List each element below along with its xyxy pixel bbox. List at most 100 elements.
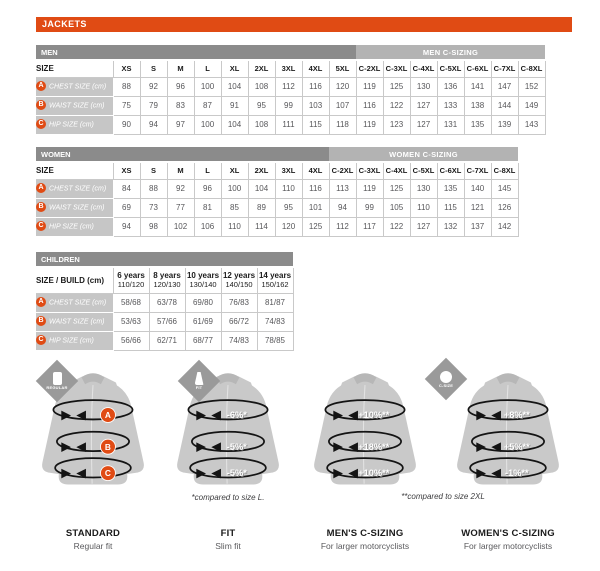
measure-arrows-icon: [61, 468, 86, 479]
size-value-cell: 81/87: [256, 292, 294, 313]
measure-point-letter: C: [105, 468, 111, 478]
size-value-cell: 66/72: [220, 311, 258, 332]
page-title: JACKETS: [42, 19, 87, 29]
size-value-cell: 137: [463, 216, 492, 237]
measure-point-letter: B: [105, 442, 111, 452]
size-value-cell: 136: [436, 76, 465, 97]
size-value-cell: 139: [490, 114, 519, 135]
measure-row-label: C HIP SIZE (cm): [36, 216, 114, 237]
size-value-cell: 61/69: [184, 311, 222, 332]
measurement-row: B WAIST SIZE (cm) 53/63 57/66 61/69 66/72 74/8…: [36, 311, 294, 332]
size-column-label: SIZE: [36, 59, 114, 78]
measure-arrows-icon: [61, 410, 86, 421]
measure-row-label: A CHEST SIZE (cm): [36, 178, 114, 199]
size-value-cell: 110: [274, 178, 303, 199]
size-value-cell: 127: [409, 114, 438, 135]
size-value-cell: 81: [193, 197, 222, 218]
size-value-cell: 135: [436, 178, 465, 199]
age-build-header: 12 years 140/150: [220, 266, 258, 294]
measure-point-badge: [100, 438, 116, 455]
size-value-cell: 100: [220, 178, 249, 199]
men-c-sizing-header: MEN C-SIZING: [356, 45, 545, 61]
size-value-cell: 105: [382, 197, 411, 218]
slim-jacket-icon: [195, 372, 204, 385]
figure-subtitle: Slim fit: [215, 541, 241, 551]
point-a-badge: A: [36, 183, 46, 194]
size-value-cell: 76/83: [220, 292, 258, 313]
jacket-silhouette-standard: A B C: [41, 373, 145, 485]
age-build-header: 8 years 120/130: [148, 266, 186, 294]
measure-arrows-icon: [196, 442, 221, 452]
measure-delta-label: -6%*: [227, 410, 247, 420]
size-header-xs: XS: [112, 59, 141, 78]
measure-ellipse: [469, 457, 547, 479]
measure-delta-shadow: +5%**: [505, 443, 531, 453]
regular-fit-badge: REGULAR: [35, 359, 79, 403]
measure-ellipse: [324, 399, 406, 421]
jacket-torso: [193, 376, 263, 485]
badge-label: REGULAR: [46, 385, 68, 390]
measure-ellipse: [56, 430, 130, 452]
jacket-torso: [473, 376, 543, 485]
point-b-badge: B: [36, 316, 46, 327]
jacket-silhouette-mens-c-sizing: +10%**+10%**+18%**+18%**+10%**+10%**: [313, 373, 417, 485]
measure-row-label: B WAIST SIZE (cm): [36, 95, 114, 116]
measure-row-label: B WAIST SIZE (cm): [36, 197, 114, 218]
size-value-cell: 135: [463, 114, 492, 135]
size-value-cell: 88: [112, 76, 141, 97]
measure-row-label-text: HIP SIZE (cm): [49, 120, 94, 128]
size-value-cell: 118: [328, 114, 357, 135]
size-value-cell: 100: [193, 76, 222, 97]
size-value-cell: 103: [301, 95, 330, 116]
measure-row-label-text: CHEST SIZE (cm): [49, 82, 107, 90]
measure-row-label-text: WAIST SIZE (cm): [49, 317, 105, 325]
size-value-cell: 78/85: [256, 330, 294, 351]
measure-ellipse: [326, 457, 404, 479]
jacket-diagram-standard: A B C: [23, 364, 163, 496]
size-value-cell: 96: [166, 76, 195, 97]
figure-title: STANDARD: [65, 528, 121, 539]
size-header-c-8xl: C-8XL: [517, 59, 546, 78]
measure-delta-label: -1%**: [505, 468, 529, 478]
children-size-table: CHILDREN SIZE / BUILD (cm) 6 years 110/120 8…: [36, 252, 294, 351]
women-group-header: WOMEN: [36, 147, 329, 163]
regular-jacket-icon: [52, 372, 62, 385]
size-value-cell: 132: [436, 216, 465, 237]
measure-arrows-icon: [476, 410, 501, 421]
jacket-silhouette-womens-c-sizing: +8%**+8%**+5%**+5%**-1%**-1%**: [456, 373, 560, 485]
measure-arrows-icon: [333, 442, 358, 452]
size-value-cell: 53/63: [112, 311, 150, 332]
size-header-c-6xl: C-6XL: [463, 59, 492, 78]
size-value-cell: 120: [274, 216, 303, 237]
badge-label: C-SIZE: [438, 382, 454, 388]
build-label: 150/162: [261, 279, 289, 289]
size-header-c-7xl: C-7XL: [490, 59, 519, 78]
measure-delta-shadow: +10%**: [359, 469, 390, 479]
size-value-cell: 74/83: [220, 330, 258, 351]
group-header-row: WOMEN WOMEN C-SIZING: [36, 147, 518, 163]
size-value-cell: 102: [166, 216, 195, 237]
size-header-row: SIZE XS S M L XL 2XL 3XL 4XL C-2XL C-3XL C-4XL C-5XL…: [36, 161, 519, 180]
jackets-header-bar: JACKETS: [36, 17, 572, 32]
measurement-row: B WAIST SIZE (cm) 69 73 77 81 85 89 95 101 94 99 105…: [36, 197, 519, 218]
size-header-xl: XL: [220, 59, 249, 78]
size-column-label: SIZE: [36, 161, 114, 180]
jacket-silhouette-fit: -6%*-6%*-5%*-5%*-5%*-5%*: [176, 373, 280, 485]
measure-arrows-icon: [61, 442, 86, 452]
size-header-2xl: 2XL: [247, 161, 276, 180]
slim-fit-badge: FIT: [177, 359, 221, 403]
point-c-badge: C: [36, 119, 46, 130]
men-group-header: MEN: [36, 45, 356, 61]
build-label: 130/140: [189, 279, 217, 289]
size-column-label: SIZE / BUILD (cm): [36, 266, 114, 294]
size-value-cell: 99: [274, 95, 303, 116]
size-value-cell: 138: [463, 95, 492, 116]
size-value-cell: 94: [112, 216, 141, 237]
size-value-cell: 108: [247, 76, 276, 97]
size-header-c-3xl: C-3XL: [382, 59, 411, 78]
measure-row-label: B WAIST SIZE (cm): [36, 311, 114, 332]
size-value-cell: 119: [355, 76, 384, 97]
size-header-c-2xl: C-2XL: [328, 161, 357, 180]
size-value-cell: 125: [301, 216, 330, 237]
